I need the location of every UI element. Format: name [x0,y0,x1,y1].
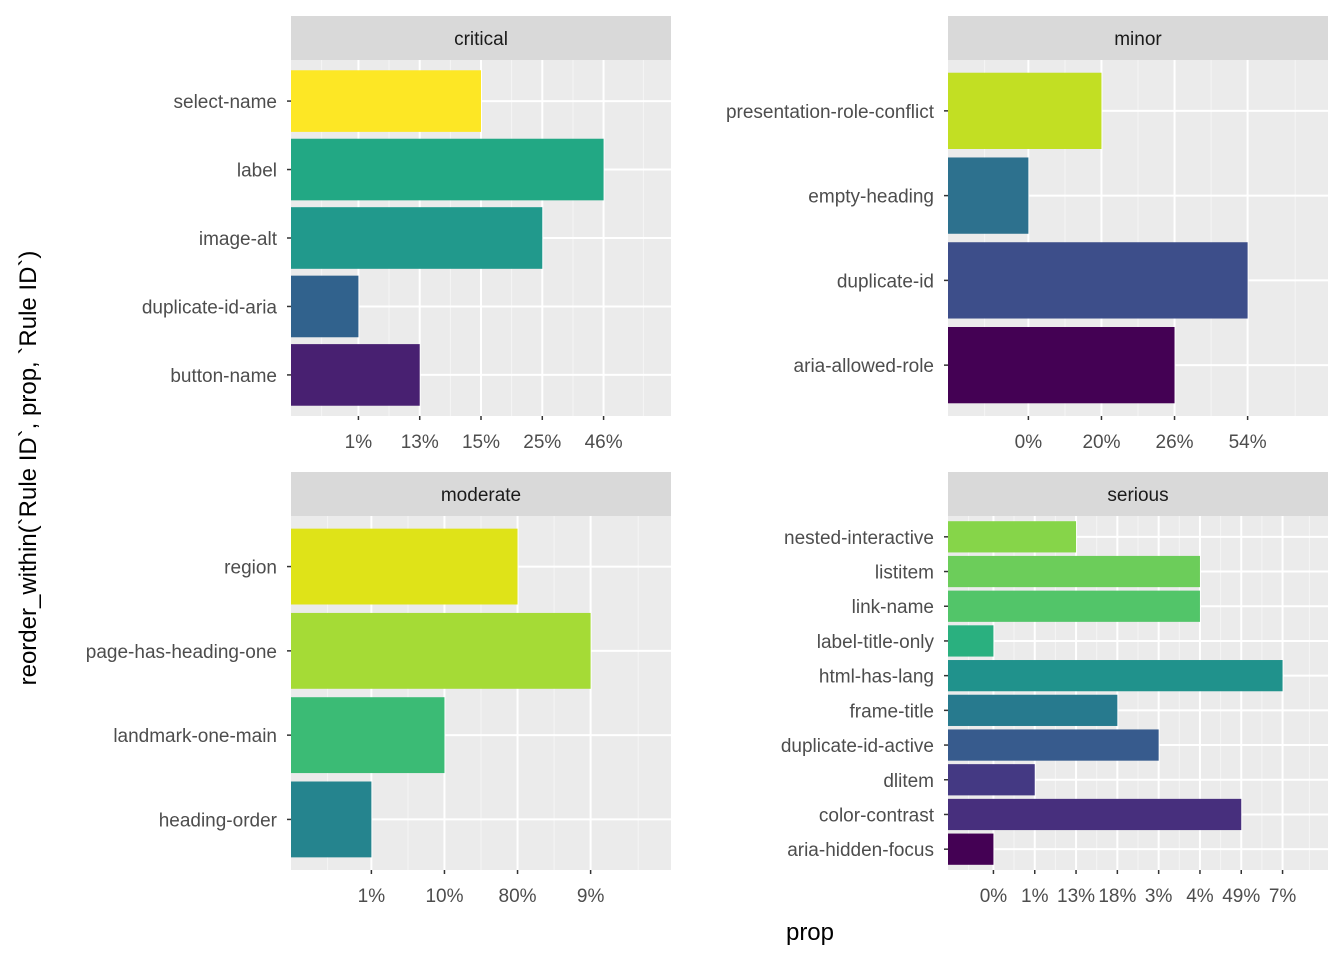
x-tick-label: 0% [980,886,1008,907]
bar-label [291,138,604,201]
bar-duplicate-id-aria [291,275,359,338]
panel-serious: serious 0% 1% 13% 18% 3% 4% 49% 7% nested-interac… [781,472,1328,907]
x-tick-label: 54% [1229,432,1267,453]
bar-listitem [948,555,1200,588]
panel-moderate: moderate 1% 10% 80% 9% region page-has-heading… [86,472,671,907]
y-tick-label: duplicate-id-active [781,736,934,757]
bar-heading-order [291,781,372,858]
x-tick-label: 20% [1082,432,1120,453]
facet-strip-label: critical [454,29,508,50]
bar-link-name [948,590,1200,622]
bar-image-alt [291,207,543,269]
y-axis-title: reorder_within(`Rule ID`, prop, `Rule ID… [15,251,42,686]
y-tick-label: label-title-only [817,632,935,653]
y-tick-label: frame-title [850,701,934,722]
facet-strip-label: serious [1107,485,1168,506]
bar-label-title-only [948,625,994,657]
bar-select-name [291,70,481,132]
y-tick-label: empty-heading [808,187,934,208]
bar-region [291,528,518,605]
x-tick-label: 80% [499,886,537,907]
facet-strip [948,472,1328,516]
bar-color-contrast [948,798,1242,831]
y-tick-label: heading-order [159,810,278,831]
y-tick-label: color-contrast [819,805,935,826]
y-tick-label: aria-hidden-focus [787,840,934,861]
facet-strip [291,472,671,516]
facet-strip-label: minor [1114,29,1162,50]
x-tick-label: 3% [1145,886,1173,907]
x-tick-label: 7% [1269,886,1297,907]
x-axis-title: prop [786,919,834,946]
y-tick-label: duplicate-id [837,271,934,292]
x-tick-label: 18% [1098,886,1136,907]
y-tick-label: dlitem [883,771,934,792]
bar-frame-title [948,694,1118,726]
y-tick-label: presentation-role-conflict [726,102,935,123]
bar-page-has-heading-one [291,612,591,689]
bar-empty-heading [948,157,1029,234]
bar-presentation-role-conflict [948,72,1102,149]
y-tick-label: page-has-heading-one [86,642,277,663]
bar-landmark-one-main [291,697,445,774]
y-tick-label: listitem [875,563,934,584]
bar-duplicate-id [948,242,1248,319]
facet-strip [291,16,671,60]
y-tick-label: button-name [170,366,277,387]
y-tick-label: landmark-one-main [113,726,277,747]
x-tick-label: 1% [358,886,386,907]
bar-button-name [291,344,420,406]
x-tick-label: 49% [1222,886,1260,907]
x-tick-label: 1% [345,432,373,453]
y-tick-label: select-name [174,92,278,113]
bar-aria-allowed-role [948,327,1175,404]
x-tick-label: 13% [401,432,439,453]
panel-minor: minor 0% 20% 26% 54% presentation-role-confli… [726,16,1328,453]
y-tick-label: link-name [852,597,934,618]
x-tick-label: 1% [1021,886,1049,907]
x-tick-label: 25% [523,432,561,453]
x-tick-label: 26% [1156,432,1194,453]
bar-duplicate-id-active [948,729,1159,761]
y-tick-label: image-alt [199,229,278,250]
bar-aria-hidden-focus [948,833,994,865]
y-tick-label: nested-interactive [784,528,934,549]
panel-critical: critical 1% 13% 15% 25% 46% select-name label im… [142,16,671,453]
x-tick-label: 4% [1186,886,1214,907]
bar-html-has-lang [948,660,1283,692]
x-tick-label: 9% [577,886,605,907]
bar-dlitem [948,764,1035,796]
x-tick-label: 15% [462,432,500,453]
facet-strip [948,16,1328,60]
x-tick-label: 0% [1015,432,1043,453]
facet-panels: critical 1% 13% 15% 25% 46% select-name label im… [86,16,1328,907]
y-tick-label: duplicate-id-aria [142,297,278,318]
y-tick-label: region [224,558,277,579]
facet-strip-label: moderate [441,485,521,506]
bar-nested-interactive [948,521,1077,553]
x-tick-label: 13% [1057,886,1095,907]
y-tick-label: label [237,161,277,182]
y-tick-label: html-has-lang [819,667,934,688]
x-tick-label: 10% [425,886,463,907]
x-tick-label: 46% [585,432,623,453]
y-tick-label: aria-allowed-role [794,356,934,377]
